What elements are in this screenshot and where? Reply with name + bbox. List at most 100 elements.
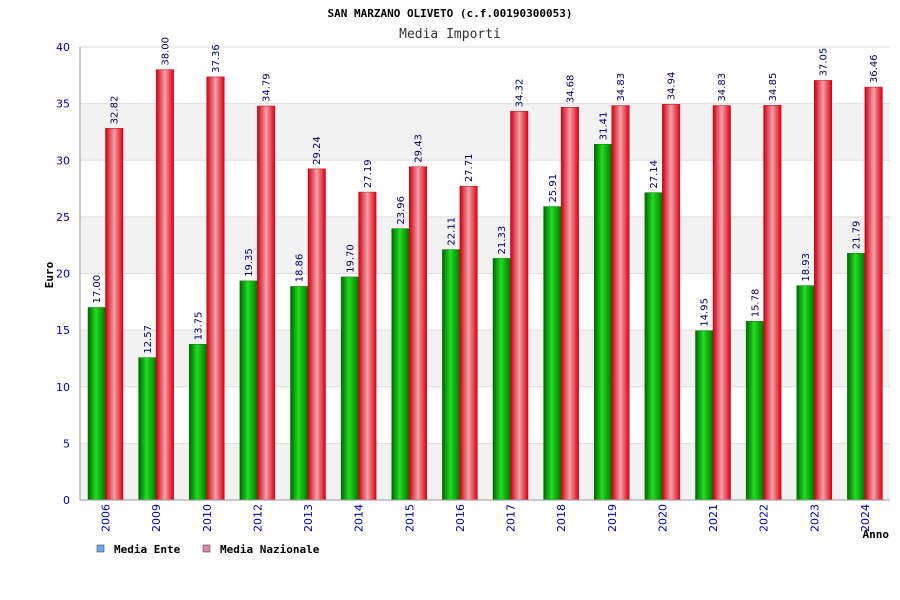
bar-media-ente-2014 xyxy=(340,276,359,501)
bar-media-nazionale-2023 xyxy=(814,80,832,501)
bar-media-nazionale-2021 xyxy=(712,105,731,501)
bar-media-ente-2015 xyxy=(391,228,410,501)
data-label-media-ente-2018: 25.91 xyxy=(548,174,559,203)
data-label-media-ente-2009: 12.57 xyxy=(143,325,154,354)
bar-media-ente-2012 xyxy=(239,280,258,501)
data-label-media-nazionale-2022: 34.85 xyxy=(768,73,779,102)
data-label-media-nazionale-2020: 34.94 xyxy=(667,72,678,101)
data-label-media-nazionale-2006: 32.82 xyxy=(110,96,121,125)
bar-media-ente-2020 xyxy=(644,192,663,501)
y-tick-label: 10 xyxy=(56,381,70,394)
data-label-media-ente-2006: 17.00 xyxy=(92,275,103,304)
bar-media-nazionale-2014 xyxy=(358,191,377,501)
legend-label-media-ente: Media Ente xyxy=(114,543,181,556)
bar-media-nazionale-2022 xyxy=(763,105,782,501)
bar-media-nazionale-2016 xyxy=(459,185,478,501)
data-label-media-ente-2016: 22.11 xyxy=(447,217,458,246)
bar-media-nazionale-2020 xyxy=(662,104,681,501)
y-axis-label: Euro xyxy=(43,261,56,288)
data-label-media-nazionale-2016: 27.71 xyxy=(464,154,475,183)
data-labels: 17.00 32.82 12.57 38.00 13.75 37.36 19.35 34.79… xyxy=(92,37,880,354)
bar-media-ente-2019 xyxy=(594,144,612,501)
x-tick-label-2016: 2016 xyxy=(454,504,467,532)
bar-media-ente-2021 xyxy=(695,330,714,501)
data-label-media-nazionale-2021: 34.83 xyxy=(717,73,728,102)
data-label-media-ente-2019: 31.41 xyxy=(599,112,610,141)
bar-media-nazionale-2018 xyxy=(560,106,579,501)
bar-media-nazionale-2006 xyxy=(105,128,124,501)
data-label-media-nazionale-2014: 27.19 xyxy=(363,159,374,188)
data-label-media-ente-2014: 19.70 xyxy=(345,244,356,273)
x-tick-label-2014: 2014 xyxy=(353,504,366,532)
bar-media-nazionale-2009 xyxy=(155,69,174,501)
bar-media-nazionale-2017 xyxy=(510,111,529,501)
x-tick-label-2010: 2010 xyxy=(201,504,214,532)
y-tick-label: 5 xyxy=(63,437,70,450)
bar-media-ente-2018 xyxy=(543,206,562,501)
bar-media-ente-2023 xyxy=(796,285,815,501)
x-axis-ticks: 2006 2009 2010 2012 2013 2014 2015 2016 2017 2018… xyxy=(100,504,872,532)
legend: Media Ente Media Nazionale xyxy=(96,543,320,556)
data-label-media-nazionale-2013: 29.24 xyxy=(312,136,323,165)
bar-media-nazionale-2019 xyxy=(611,105,630,501)
y-tick-label: 35 xyxy=(56,98,70,111)
bar-media-ente-2009 xyxy=(138,357,157,501)
x-tick-label-2015: 2015 xyxy=(403,504,416,532)
x-tick-label-2017: 2017 xyxy=(505,504,518,532)
data-label-media-ente-2010: 13.75 xyxy=(194,312,205,341)
data-label-media-nazionale-2009: 38.00 xyxy=(160,37,171,66)
data-label-media-nazionale-2012: 34.79 xyxy=(262,73,273,102)
x-tick-label-2022: 2022 xyxy=(758,504,771,532)
bar-media-nazionale-2015 xyxy=(409,166,427,501)
y-tick-label: 0 xyxy=(63,494,70,507)
x-tick-label-2012: 2012 xyxy=(251,504,264,532)
data-label-media-ente-2024: 21.79 xyxy=(852,221,863,250)
data-label-media-ente-2023: 18.93 xyxy=(801,253,812,282)
bars xyxy=(87,69,883,501)
x-tick-label-2021: 2021 xyxy=(707,504,720,532)
x-tick-label-2006: 2006 xyxy=(100,504,113,532)
data-label-media-ente-2013: 18.86 xyxy=(295,254,306,283)
y-tick-label: 30 xyxy=(56,154,70,167)
data-label-media-ente-2020: 27.14 xyxy=(649,160,660,189)
bar-media-ente-2006 xyxy=(87,307,106,501)
data-label-media-nazionale-2015: 29.43 xyxy=(414,134,425,163)
y-tick-label: 20 xyxy=(56,268,70,281)
legend-swatch-media-nazionale xyxy=(202,544,211,553)
chart-subtitle: Media Importi xyxy=(399,27,501,42)
data-label-media-nazionale-2024: 36.46 xyxy=(869,54,880,83)
y-axis-ticks: 0 5 10 15 20 25 30 35 40 xyxy=(56,41,70,507)
data-label-media-nazionale-2023: 37.05 xyxy=(819,48,830,77)
x-tick-label-2013: 2013 xyxy=(302,504,315,532)
bar-media-ente-2013 xyxy=(290,286,309,501)
legend-label-media-nazionale: Media Nazionale xyxy=(220,543,320,556)
data-label-media-ente-2021: 14.95 xyxy=(700,298,711,327)
data-label-media-nazionale-2019: 34.83 xyxy=(616,73,627,102)
legend-swatch-media-ente xyxy=(96,544,105,553)
data-label-media-ente-2022: 15.78 xyxy=(750,289,761,318)
bar-media-ente-2016 xyxy=(442,249,461,501)
bar-media-ente-2022 xyxy=(745,321,764,501)
data-label-media-nazionale-2017: 34.32 xyxy=(515,79,526,108)
x-tick-label-2018: 2018 xyxy=(555,504,568,532)
x-axis-label: Anno xyxy=(863,528,890,541)
data-label-media-nazionale-2010: 37.36 xyxy=(211,44,222,73)
y-tick-label: 40 xyxy=(56,41,70,54)
bar-media-ente-2010 xyxy=(189,344,207,501)
chart-title: SAN MARZANO OLIVETO (c.f.00190300053) xyxy=(327,7,572,20)
data-label-media-nazionale-2018: 34.68 xyxy=(565,75,576,104)
data-label-media-ente-2012: 19.35 xyxy=(244,248,255,277)
bar-media-nazionale-2024 xyxy=(864,86,883,501)
y-tick-label: 25 xyxy=(56,211,70,224)
data-label-media-ente-2017: 21.33 xyxy=(497,226,508,255)
bar-media-nazionale-2012 xyxy=(257,105,276,501)
bar-media-ente-2017 xyxy=(492,258,511,501)
y-tick-label: 15 xyxy=(56,324,70,337)
x-tick-label-2023: 2023 xyxy=(808,504,821,532)
bar-media-nazionale-2010 xyxy=(206,76,225,501)
bar-media-ente-2024 xyxy=(847,252,866,501)
x-tick-label-2020: 2020 xyxy=(656,504,669,532)
x-tick-label-2024: 2024 xyxy=(859,504,872,532)
x-tick-label-2019: 2019 xyxy=(606,504,619,532)
